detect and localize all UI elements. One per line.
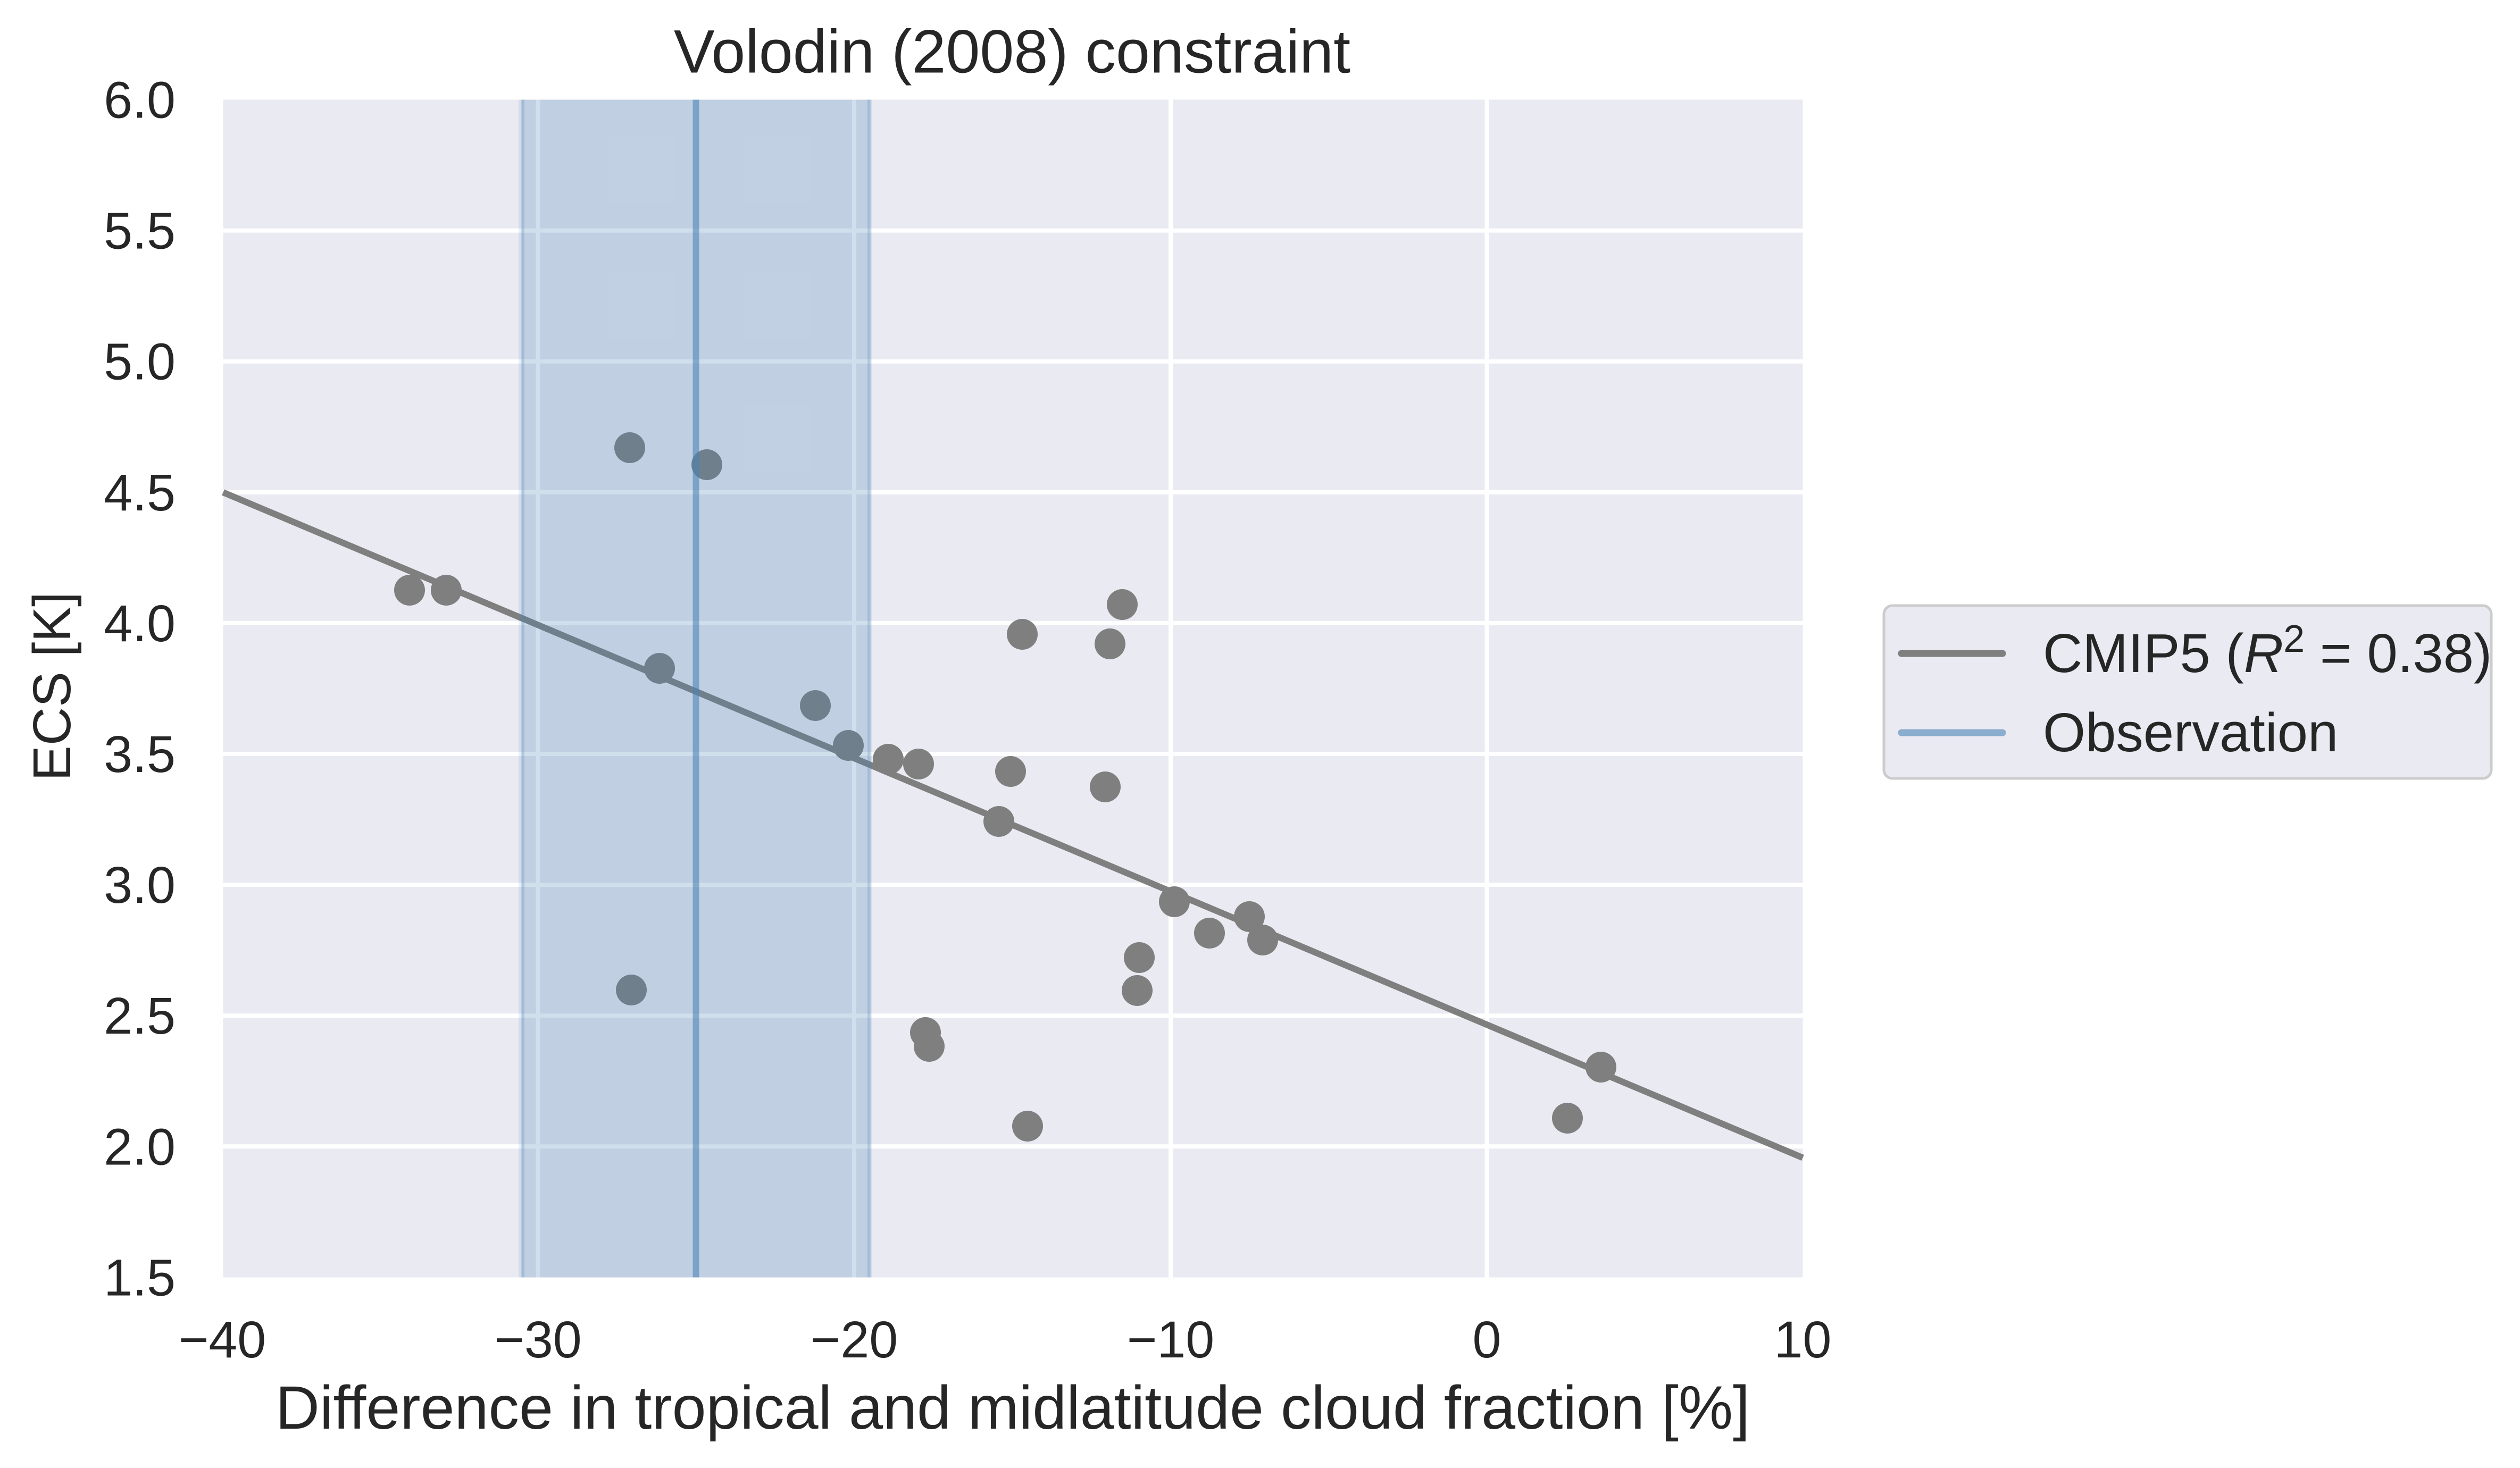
svg-text:5.0: 5.0 [104, 333, 176, 391]
svg-text:−10: −10 [1127, 1311, 1215, 1369]
svg-text:4.0: 4.0 [104, 594, 176, 652]
svg-text:2.0: 2.0 [104, 1118, 176, 1176]
svg-text:0: 0 [1473, 1311, 1501, 1369]
svg-text:4.5: 4.5 [104, 464, 176, 522]
svg-text:Difference in tropical and mid: Difference in tropical and midlatitude c… [276, 1374, 1750, 1442]
svg-text:Volodin (2008) constraint: Volodin (2008) constraint [674, 18, 1350, 86]
svg-text:1.5: 1.5 [104, 1248, 176, 1306]
svg-text:5.5: 5.5 [104, 202, 176, 260]
svg-text:10: 10 [1774, 1311, 1832, 1369]
svg-text:3.0: 3.0 [104, 856, 176, 914]
svg-text:3.5: 3.5 [104, 725, 176, 783]
svg-text:6.0: 6.0 [104, 71, 176, 129]
svg-text:−30: −30 [494, 1311, 582, 1369]
svg-text:CMIP5 (R2 = 0.38): CMIP5 (R2 = 0.38) [2043, 618, 2492, 684]
svg-text:2.5: 2.5 [104, 987, 176, 1045]
svg-text:Observation: Observation [2043, 702, 2338, 763]
svg-text:−20: −20 [811, 1311, 898, 1369]
svg-text:−40: −40 [179, 1311, 266, 1369]
svg-text:ECS [K]: ECS [K] [22, 592, 82, 781]
